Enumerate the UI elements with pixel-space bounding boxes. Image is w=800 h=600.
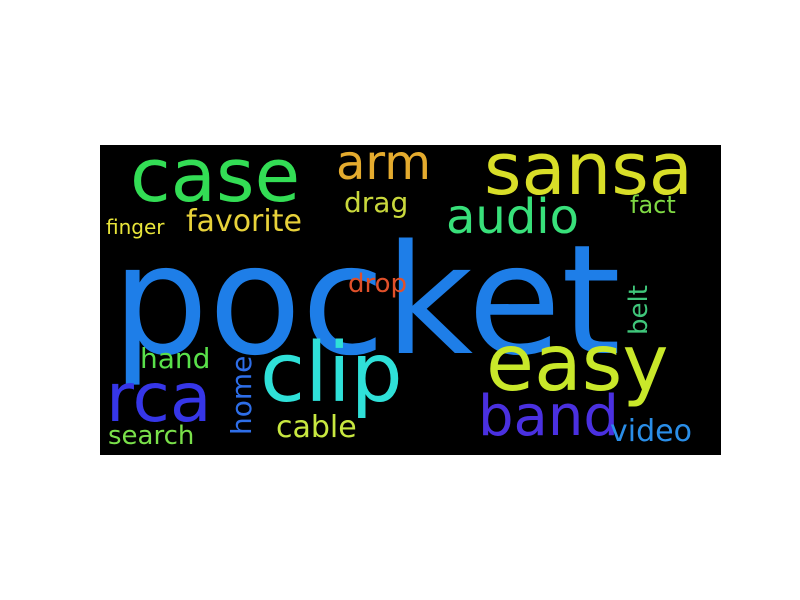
word-band: band [478,384,619,449]
word-arm: arm [336,145,432,191]
word-favorite: favorite [186,204,302,239]
word-clip: clip [260,326,403,421]
word-rca: rca [106,359,212,438]
word-finger: finger [106,215,165,239]
word-audio: audio [446,189,580,245]
word-easy: easy [486,319,669,409]
word-drag: drag [344,186,409,219]
word-cable: cable [276,410,357,445]
word-cloud: finger favorite drag fact audio case arm… [100,145,721,455]
word-case: case [130,145,301,219]
word-video: video [610,414,692,449]
word-pocket: pocket [112,212,621,389]
word-home: home [225,355,258,435]
word-drop: drop [348,269,408,299]
word-sansa: sansa [484,145,693,211]
word-search: search [108,421,195,451]
word-hand: hand [140,342,211,375]
word-fact: fact [630,191,676,219]
